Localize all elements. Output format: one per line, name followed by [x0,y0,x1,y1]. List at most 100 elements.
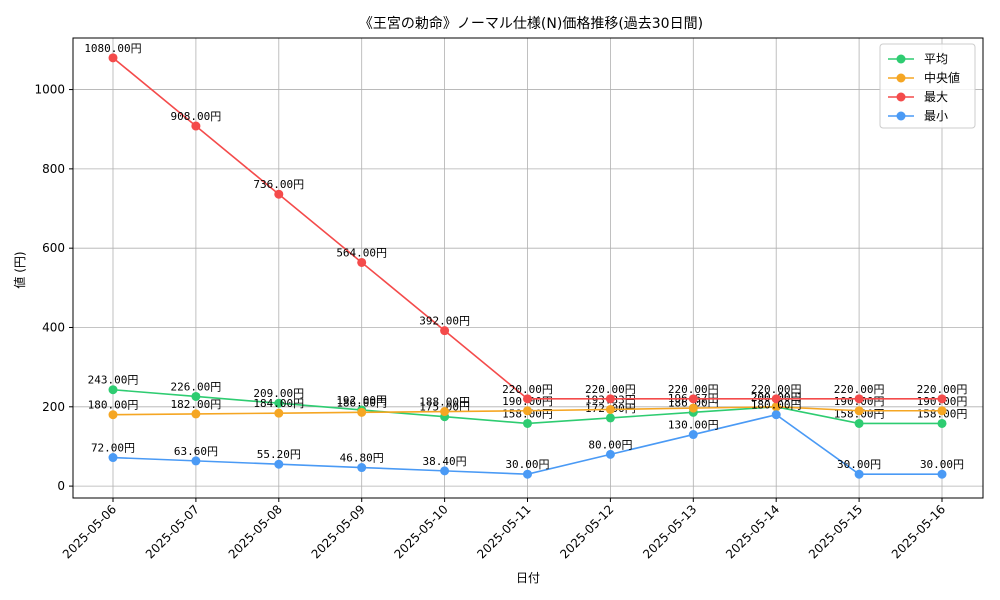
data-point [274,189,284,199]
legend-label: 最小 [924,109,948,123]
data-label: 38.40円 [423,455,467,468]
data-point [440,326,450,336]
x-tick-label: 2025-05-08 [226,502,285,561]
legend-marker [896,111,906,121]
legend-label: 平均 [924,52,948,66]
data-label: 130.00円 [668,419,719,432]
data-point [274,398,284,408]
data-label: 180.00円 [88,399,139,412]
data-point [523,418,532,428]
data-label: 243.00円 [88,374,139,387]
data-label: 46.80円 [340,452,384,465]
data-point [688,403,698,413]
y-axis-label: 値 (円) [12,251,27,288]
data-point [937,394,947,404]
data-point [605,413,615,423]
data-label: 80.00円 [588,438,632,451]
x-tick-label: 2025-05-10 [392,502,451,561]
legend-marker [896,92,906,102]
x-tick-label: 2025-05-14 [723,502,782,561]
data-point [771,410,781,420]
data-point [191,391,201,401]
data-point [357,407,367,417]
data-point [688,394,698,404]
data-label: 186.00円 [336,396,387,409]
data-label: 188.00円 [419,396,470,409]
data-point [854,406,864,416]
data-label: 908.00円 [171,110,222,123]
data-label: 220.00円 [668,383,719,396]
data-label: 226.00円 [171,380,222,393]
data-label: 392.00円 [419,315,470,328]
chart-title: 《王宮の勅命》ノーマル仕様(N)価格推移(過去30日間) [359,15,703,32]
data-label: 30.00円 [837,458,881,471]
data-label: 180.00円 [751,399,802,412]
data-point [108,453,118,463]
data-label: 30.00円 [920,458,964,471]
x-tick-label: 2025-05-12 [557,502,616,561]
data-point [191,121,201,131]
data-label: 736.00円 [253,178,304,191]
y-tick-label: 0 [57,479,65,493]
data-label: 209.00円 [253,387,304,400]
y-tick-label: 1000 [34,83,65,97]
data-point [357,463,367,473]
data-point [108,53,118,63]
data-point [854,394,864,404]
data-point [523,469,532,479]
plot-frame [72,37,984,499]
legend-box [879,43,976,129]
data-label: 72.00円 [91,442,135,455]
x-tick-label: 2025-05-15 [806,502,865,561]
data-point [937,418,947,428]
data-label: 220.00円 [917,383,968,396]
data-point [108,385,118,395]
data-label: 184.00円 [253,397,304,410]
data-label: 220.00円 [834,383,885,396]
y-tick-label: 200 [42,400,65,414]
data-point [440,466,450,476]
data-point [605,449,615,459]
x-tick-label: 2025-05-09 [309,502,368,561]
data-label: 1080.00円 [84,42,141,55]
x-tick-label: 2025-05-11 [474,502,533,561]
y-tick-label: 600 [42,241,65,255]
data-point [523,406,532,416]
data-point [771,394,781,404]
data-label: 220.00円 [502,383,553,396]
data-label: 192.00円 [336,394,387,407]
data-label: 63.60円 [174,445,218,458]
data-point [440,407,450,417]
x-tick-label: 2025-05-16 [889,502,948,561]
data-point [688,430,698,440]
x-tick-label: 2025-05-06 [60,502,119,561]
data-point [854,469,864,479]
data-point [771,402,781,412]
legend-marker [896,73,906,83]
data-label: 564.00円 [336,246,387,259]
data-point [108,410,118,420]
data-point [191,456,201,466]
data-label: 55.20円 [257,448,301,461]
data-point [605,404,615,414]
data-point [274,408,284,418]
data-point [357,257,367,267]
x-tick-label: 2025-05-07 [143,502,202,561]
data-point [937,406,947,416]
legend-marker [896,54,906,64]
data-point [523,394,532,404]
data-label: 30.00円 [505,458,549,471]
data-label: 220.00円 [585,383,636,396]
legend-label: 最大 [924,90,948,104]
plot-area: 0 200 400 600 800 1000 2025-05-06 2025-05-07 202… [34,37,984,561]
data-point [274,459,284,469]
data-label: 182.00円 [171,398,222,411]
data-label: 220.00円 [751,383,802,396]
data-point [191,409,201,419]
data-point [937,469,947,479]
x-axis-label: 日付 [516,571,540,585]
data-point [854,418,864,428]
data-point [605,394,615,404]
